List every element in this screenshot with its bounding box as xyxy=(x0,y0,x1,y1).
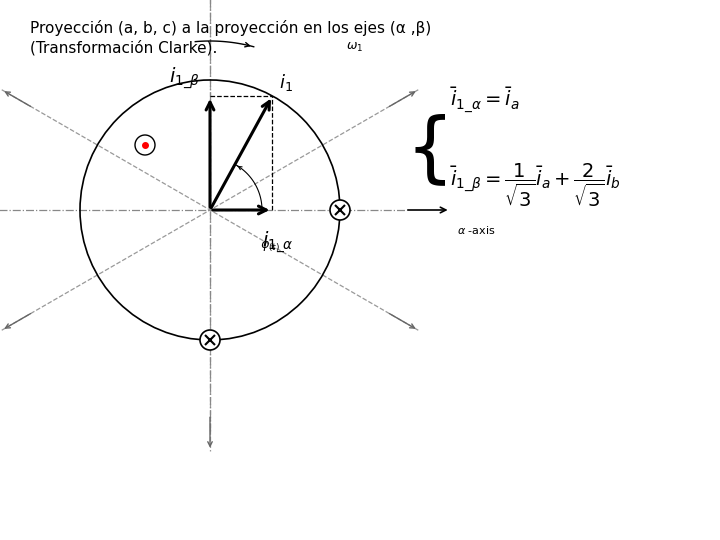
Circle shape xyxy=(135,135,155,155)
Text: $\alpha$ -axis: $\alpha$ -axis xyxy=(457,224,495,236)
Text: $\mathit{\bar{i}}_{1\_\beta} = \dfrac{1}{\sqrt{3}}\mathit{\bar{i}}_a + \dfrac{2}: $\mathit{\bar{i}}_{1\_\beta} = \dfrac{1}… xyxy=(450,161,621,208)
Text: $\mathit{i}_{1\_\beta}$: $\mathit{i}_{1\_\beta}$ xyxy=(168,66,200,91)
Text: (Transformación Clarke).: (Transformación Clarke). xyxy=(30,40,217,56)
Text: $\omega_1$: $\omega_1$ xyxy=(346,41,364,54)
Text: Proyección (a, b, c) a la proyección en los ejes (α ,β): Proyección (a, b, c) a la proyección en … xyxy=(30,20,431,36)
Circle shape xyxy=(200,330,220,350)
Text: $\mathit{i}_1$: $\mathit{i}_1$ xyxy=(279,72,293,93)
Circle shape xyxy=(330,200,350,220)
Text: {: { xyxy=(406,113,454,187)
Text: $\varphi_{(t)}$: $\varphi_{(t)}$ xyxy=(260,240,280,254)
Text: $\mathit{\bar{i}}_{1\_\alpha} = \mathit{\bar{i}}_a$: $\mathit{\bar{i}}_{1\_\alpha} = \mathit{… xyxy=(450,85,520,114)
Text: $\mathit{i}_{1\_\alpha}$: $\mathit{i}_{1\_\alpha}$ xyxy=(261,230,293,255)
